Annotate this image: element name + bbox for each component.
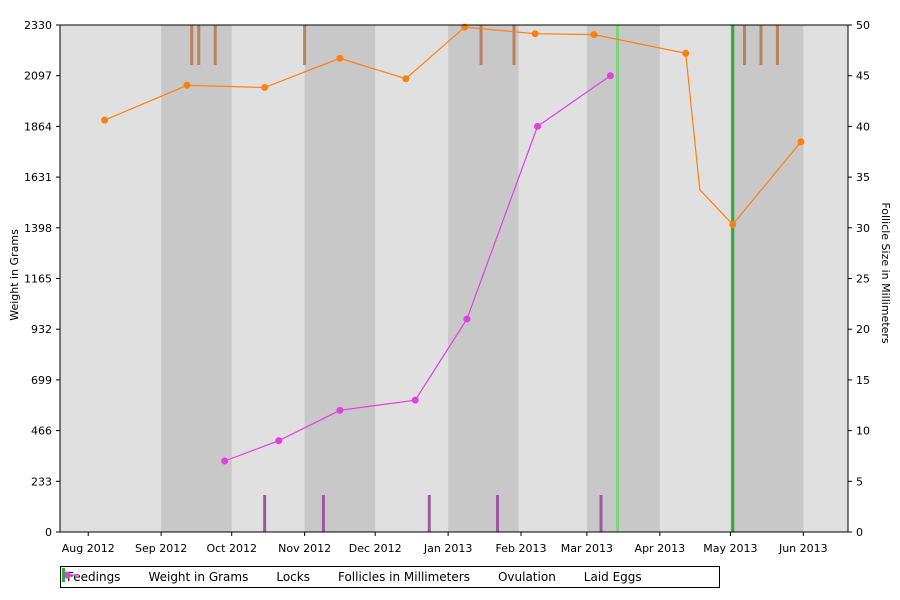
legend-swatch xyxy=(62,568,65,582)
data-point xyxy=(402,75,410,83)
legend-swatch-bar xyxy=(62,568,65,582)
data-point xyxy=(183,81,191,89)
data-point xyxy=(336,406,344,414)
legend: Feedings Weight in Grams Locks Follicles in… xyxy=(60,566,720,588)
x-tick-label: Jun 2013 xyxy=(778,542,828,555)
data-point xyxy=(590,31,598,39)
y-right-tick-label: 0 xyxy=(856,526,863,539)
y-right-tick-label: 50 xyxy=(856,19,870,32)
series-line-weight-in-grams xyxy=(104,26,802,226)
data-point xyxy=(463,315,471,323)
y-right-tick-label: 10 xyxy=(856,425,870,438)
legend-label: Feedings xyxy=(67,570,121,584)
data-point xyxy=(221,457,229,465)
data-point xyxy=(261,83,269,91)
legend-swatch xyxy=(63,571,79,579)
y-left-tick-label: 1165 xyxy=(24,273,52,286)
month-band xyxy=(730,25,804,532)
legend-label: Weight in Grams xyxy=(148,570,249,584)
data-point xyxy=(534,122,542,130)
y-axis-right-label: Follicle Size in Millimeters xyxy=(879,202,892,344)
x-tick-label: Mar 2013 xyxy=(561,542,613,555)
legend-item: Follicles in Millimeters xyxy=(63,570,476,584)
y-left-tick-label: 1631 xyxy=(24,171,52,184)
x-tick-label: Apr 2013 xyxy=(635,542,686,555)
x-tick-label: Jan 2013 xyxy=(423,542,472,555)
legend-item: Weight in Grams xyxy=(63,570,254,584)
y-right-tick-label: 40 xyxy=(856,120,870,133)
y-left-tick-label: 2097 xyxy=(24,70,52,83)
y-left-tick-label: 2330 xyxy=(24,19,52,32)
y-left-tick-label: 233 xyxy=(31,475,52,488)
y-right-tick-label: 35 xyxy=(856,171,870,184)
series-layer xyxy=(101,23,805,465)
data-point xyxy=(606,72,614,80)
x-tick-label: Sep 2012 xyxy=(135,542,187,555)
legend-label: Follicles in Millimeters xyxy=(337,570,470,584)
y-right-tick-label: 45 xyxy=(856,70,870,83)
legend-swatch-dot xyxy=(63,571,71,579)
data-point xyxy=(797,138,805,146)
axes: 0 233 466 699 932 1165 1398 1631 1864 2097 2330 0 5 1… xyxy=(24,19,870,555)
legend-item: Locks xyxy=(62,568,316,584)
y-right-tick-label: 5 xyxy=(856,475,863,488)
data-point xyxy=(411,396,419,404)
y-right-tick-label: 25 xyxy=(856,273,870,286)
y-left-tick-label: 699 xyxy=(31,374,52,387)
y-right-tick-label: 20 xyxy=(856,323,870,336)
y-left-tick-label: 0 xyxy=(45,526,52,539)
month-band xyxy=(586,25,660,532)
data-point xyxy=(729,221,737,229)
y-left-tick-label: 1398 xyxy=(24,222,52,235)
legend-label: Ovulation xyxy=(497,570,556,584)
y-right-tick-label: 15 xyxy=(856,374,870,387)
event-markers xyxy=(190,25,779,532)
legend-label: Locks xyxy=(276,570,310,584)
y-right-tick-label: 30 xyxy=(856,222,870,235)
data-point xyxy=(101,116,109,124)
y-left-tick-label: 932 xyxy=(31,323,52,336)
data-point xyxy=(531,30,539,38)
data-point xyxy=(275,437,283,445)
y-left-tick-label: 1864 xyxy=(24,120,52,133)
x-tick-label: May 2013 xyxy=(703,542,757,555)
data-point xyxy=(336,54,344,62)
legend-item: Ovulation xyxy=(62,568,562,584)
x-tick-label: Aug 2012 xyxy=(62,542,115,555)
x-tick-label: Oct 2012 xyxy=(206,542,257,555)
x-tick-label: Feb 2013 xyxy=(496,542,547,555)
y-axis-left-label: Weight in Grams xyxy=(8,229,21,321)
x-tick-label: Dec 2012 xyxy=(349,542,402,555)
y-left-tick-label: 466 xyxy=(31,425,52,438)
data-point xyxy=(682,49,690,57)
month-band xyxy=(448,25,519,532)
legend-label: Laid Eggs xyxy=(583,570,642,584)
month-band xyxy=(161,25,232,532)
x-tick-label: Nov 2012 xyxy=(278,542,331,555)
month-band xyxy=(304,25,376,532)
legend-item: Laid Eggs xyxy=(62,568,648,584)
plot-background xyxy=(60,25,848,532)
